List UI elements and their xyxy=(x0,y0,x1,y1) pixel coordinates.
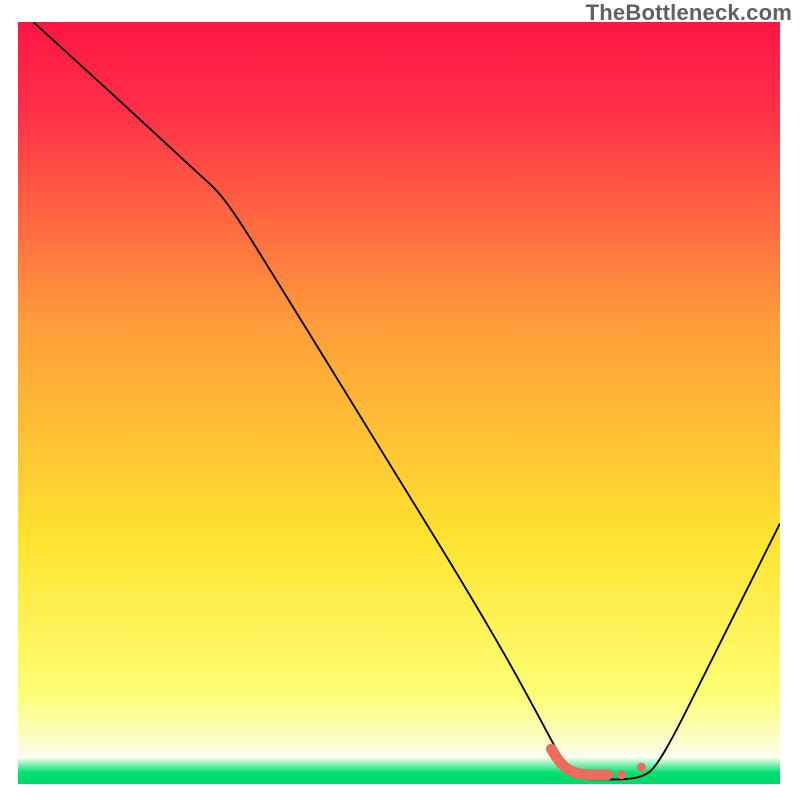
chart-container: TheBottleneck.com xyxy=(0,0,800,800)
plot-background xyxy=(18,22,780,784)
plot-area xyxy=(18,22,780,784)
watermark-text: TheBottleneck.com xyxy=(586,0,792,26)
